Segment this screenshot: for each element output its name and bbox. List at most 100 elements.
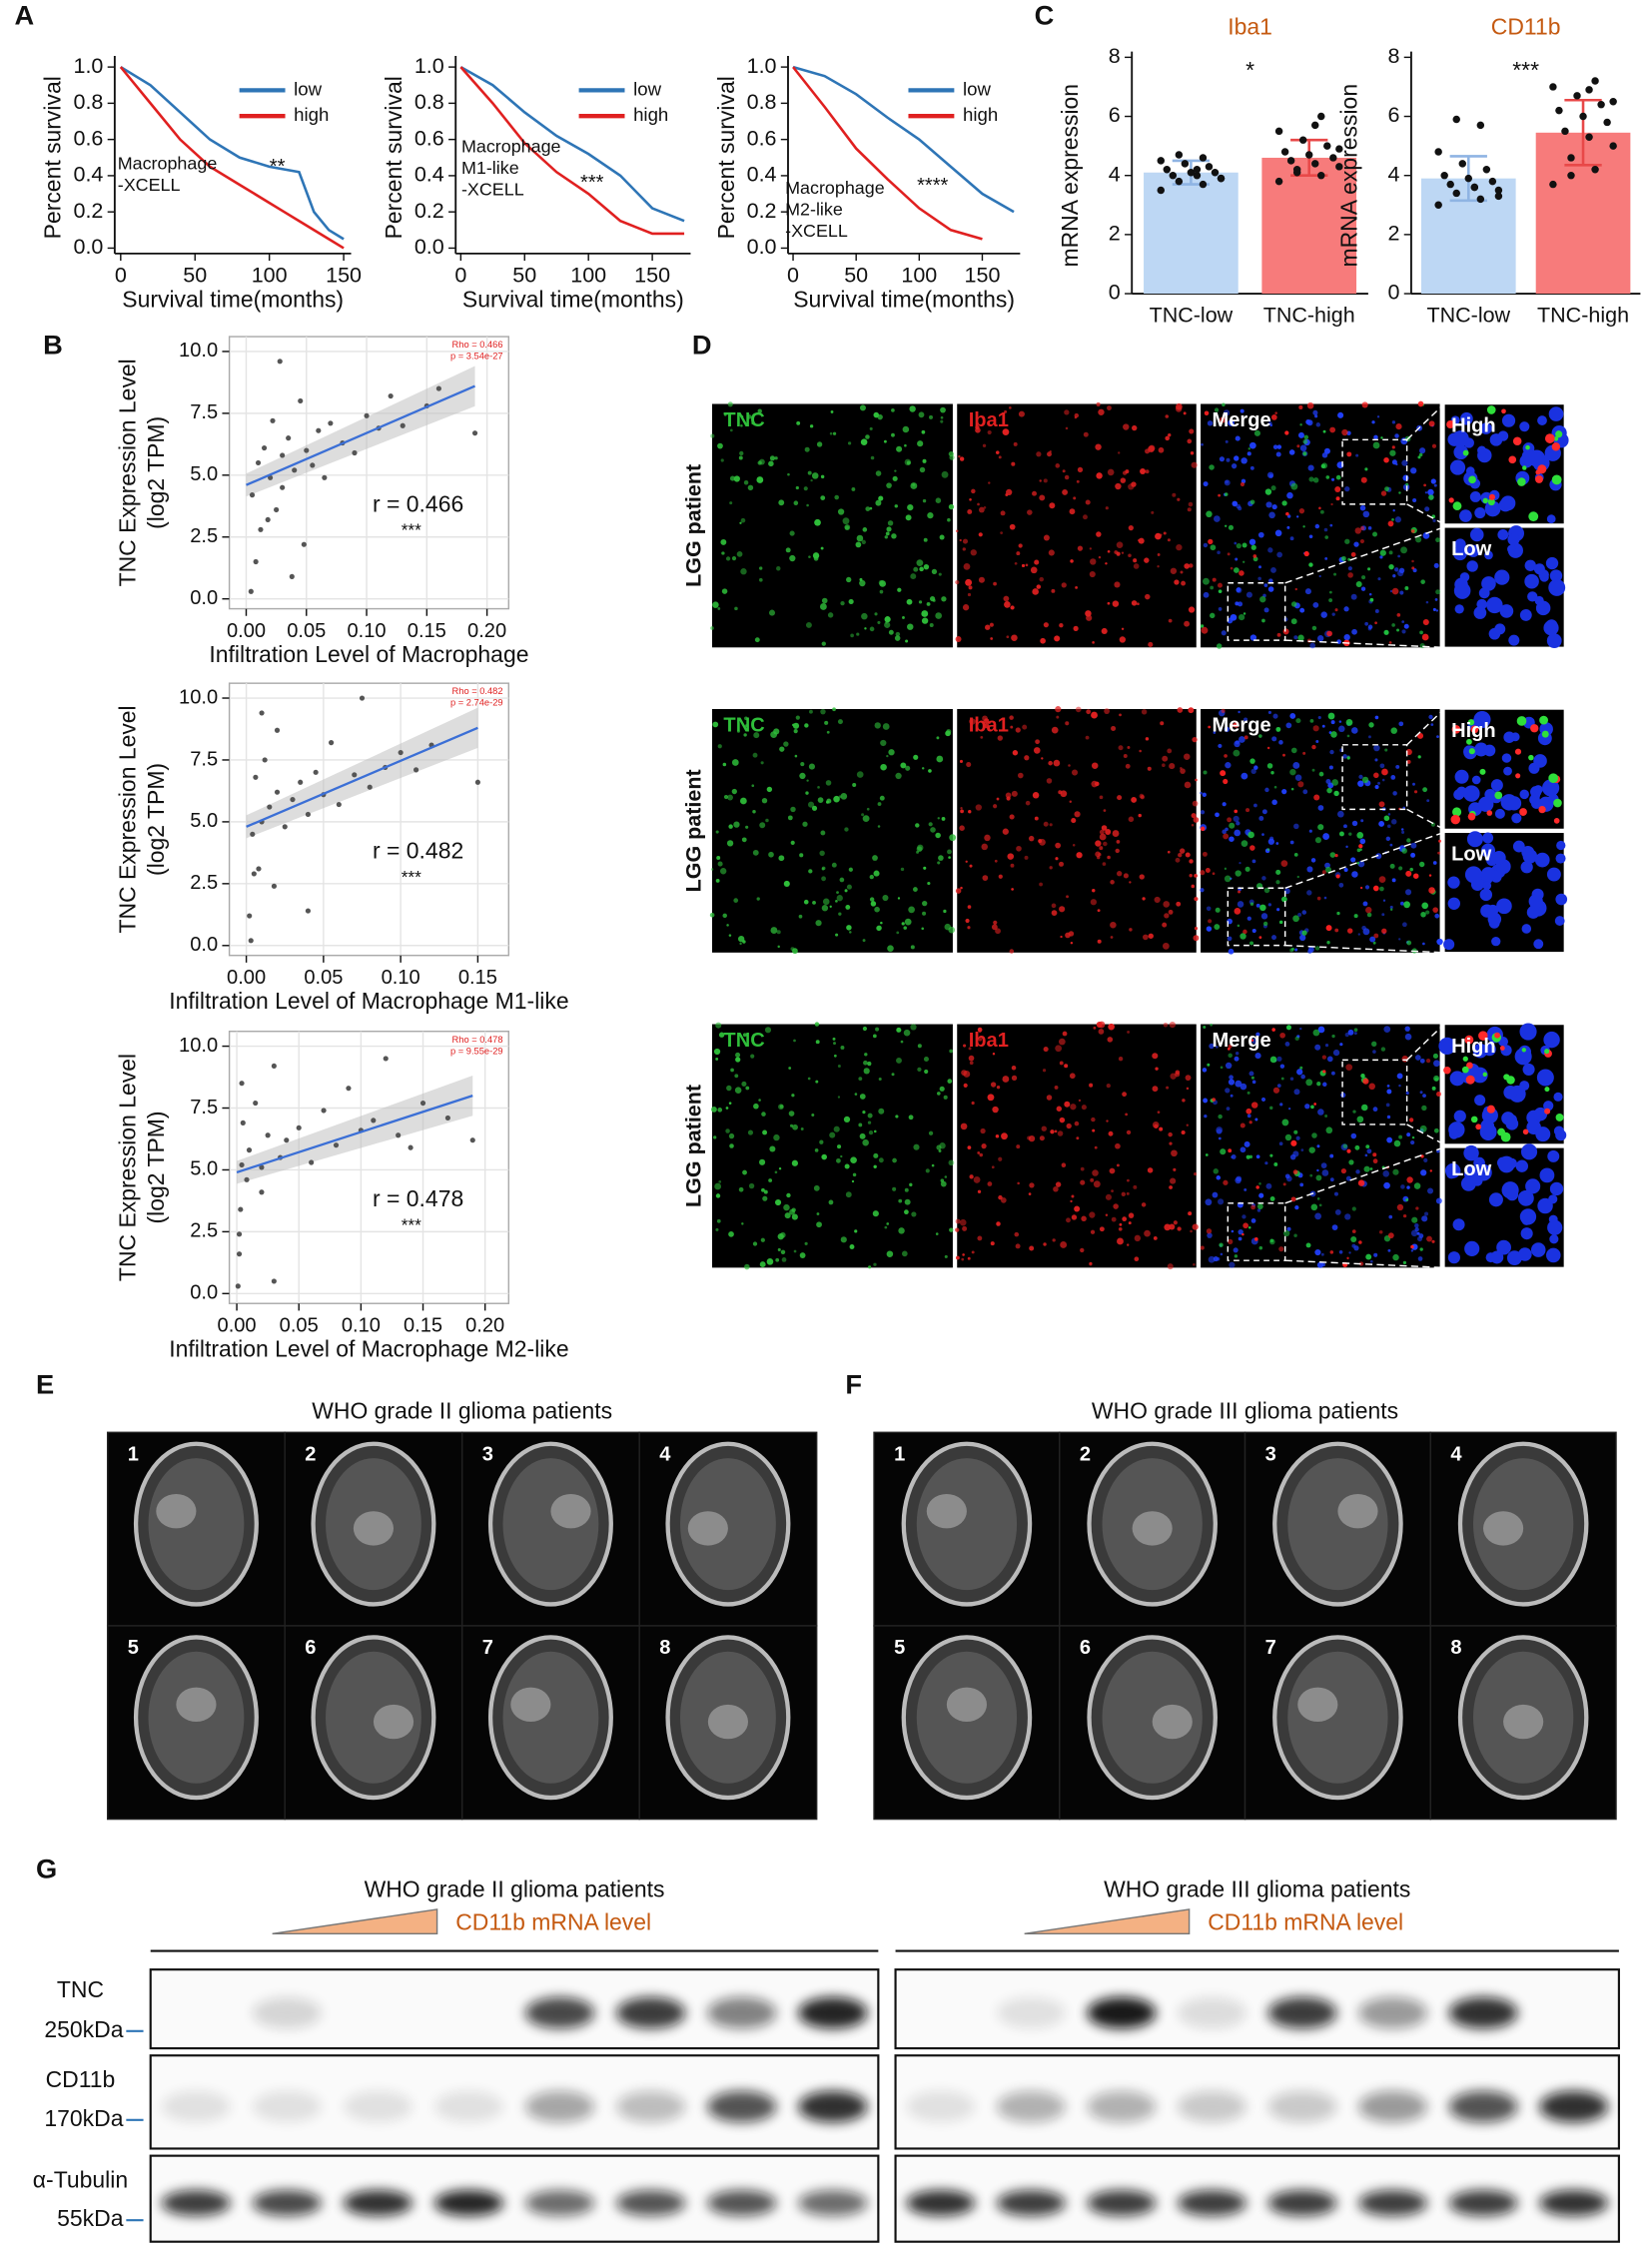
signal: [826, 730, 830, 734]
signal: [981, 843, 989, 851]
signal: [1318, 1203, 1322, 1207]
signal: [793, 729, 798, 734]
signal: [1231, 1229, 1235, 1233]
signal: [1482, 881, 1492, 891]
data-point: [1298, 136, 1307, 144]
signal: [910, 482, 918, 489]
signal: [880, 739, 887, 747]
signal: [1492, 850, 1506, 865]
blot-title: WHO grade III glioma patients: [1104, 1875, 1410, 1901]
signal: [1021, 563, 1026, 568]
signal: [1282, 628, 1289, 635]
signal: [1312, 409, 1318, 415]
signal: [1002, 428, 1010, 436]
scatter-point: [247, 913, 253, 919]
signal: [1164, 913, 1170, 919]
signal: [1330, 502, 1333, 506]
signal: [1391, 459, 1397, 465]
signal: [1327, 712, 1335, 720]
signal: [1016, 551, 1021, 556]
signal: [747, 414, 752, 419]
signal: [863, 1068, 870, 1075]
signal: [865, 506, 871, 512]
signal: [1494, 623, 1506, 635]
signal: [1070, 559, 1074, 563]
signal: [753, 1103, 759, 1110]
signal: [878, 495, 884, 501]
signal: [1116, 840, 1121, 844]
signal: [728, 824, 733, 829]
signal: [1328, 598, 1333, 602]
signal: [1377, 781, 1381, 785]
signal: [1229, 822, 1236, 829]
scatter-point: [305, 811, 311, 818]
signal: [1266, 848, 1270, 852]
signal: [937, 817, 940, 820]
signal: [1095, 443, 1102, 450]
signal: [1365, 1144, 1370, 1149]
signal: [1282, 1182, 1286, 1186]
signal: [738, 1186, 744, 1192]
signal: [897, 587, 902, 592]
signal: [1221, 630, 1227, 636]
signal: [1028, 1192, 1032, 1195]
gradient-label: CD11b mRNA level: [455, 1908, 651, 1934]
signal: [1231, 463, 1238, 469]
signal: [1278, 740, 1283, 745]
signal: [922, 900, 928, 907]
signal: [883, 439, 887, 443]
signal: [1358, 1261, 1364, 1266]
signal: [860, 438, 868, 445]
signal: [1503, 1074, 1510, 1081]
r-label: r = 0.482: [373, 837, 463, 863]
signal: [1242, 612, 1246, 615]
signal: [1539, 1167, 1555, 1183]
signal: [1167, 1263, 1174, 1270]
signal: [1428, 887, 1435, 894]
signal: [720, 538, 727, 545]
x-tick-label: TNC-low: [1150, 304, 1234, 328]
signal: [1194, 873, 1198, 878]
signal: [1040, 637, 1046, 644]
scatter-point: [388, 392, 394, 399]
signal: [922, 911, 927, 916]
signal: [744, 1263, 750, 1270]
signal: [1374, 621, 1377, 625]
signal: [1350, 727, 1358, 734]
signal: [1232, 723, 1236, 728]
signal: [1298, 507, 1305, 514]
zoom-box: [1227, 887, 1286, 947]
signal: [1220, 1066, 1224, 1070]
signal: [824, 720, 829, 725]
signal: [938, 855, 944, 861]
signal: [1174, 579, 1180, 585]
data-point: [1311, 160, 1319, 168]
signal: [1460, 1175, 1476, 1191]
scatter-point: [239, 1081, 245, 1087]
scatter-point: [336, 801, 342, 808]
signal: [1224, 754, 1228, 758]
signal: [1496, 1239, 1511, 1255]
signal: [1520, 861, 1533, 874]
signal: [1398, 491, 1401, 494]
signal: [1311, 744, 1316, 750]
signal: [1166, 1086, 1170, 1090]
signal: [1116, 541, 1124, 548]
signal: [1257, 531, 1264, 538]
signal: [1090, 558, 1097, 565]
signal: [739, 942, 742, 946]
y-tick-label: 5.0: [190, 463, 218, 485]
signal: [1234, 455, 1239, 461]
signal: [1014, 561, 1018, 565]
signal: [792, 722, 800, 729]
scatter-point: [329, 740, 335, 746]
signal: [1218, 607, 1223, 611]
signal: [1123, 873, 1129, 879]
y-tick-label: 1.0: [747, 54, 777, 78]
signal: [1395, 423, 1402, 430]
signal: [1400, 828, 1404, 831]
signal: [1488, 1192, 1503, 1207]
signal: [993, 804, 998, 809]
annotation: Macrophage: [118, 154, 218, 174]
signal: [1234, 908, 1241, 915]
